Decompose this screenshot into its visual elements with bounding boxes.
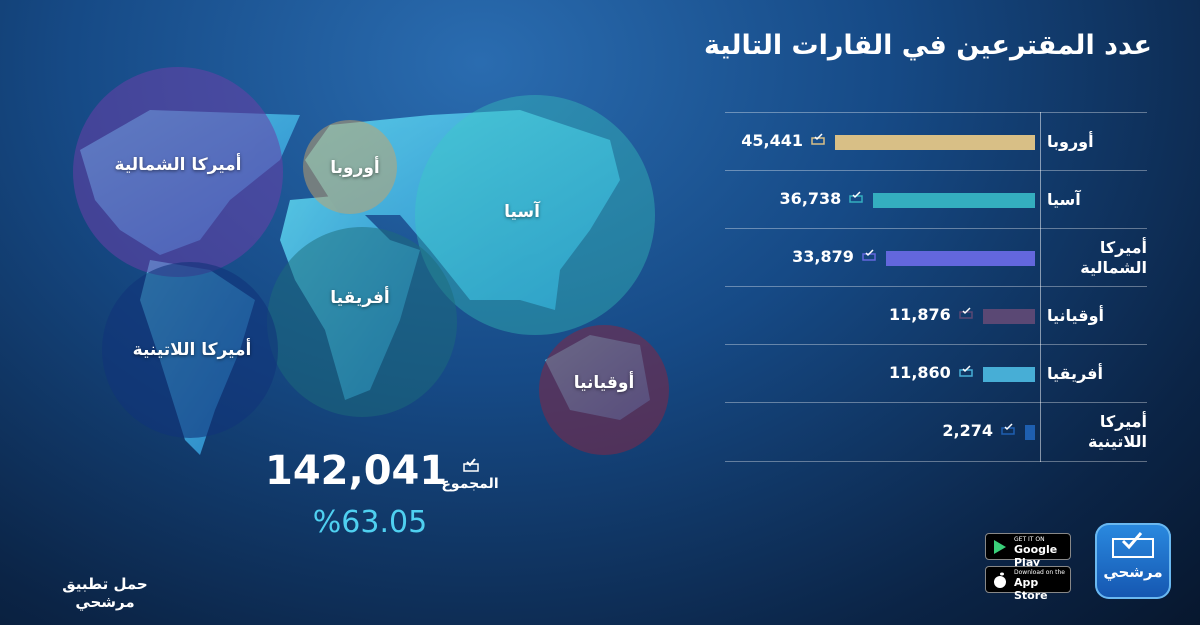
region-circle — [539, 325, 669, 455]
bar-row: أوقيانيا 11,876 — [725, 286, 1147, 345]
region-circle — [303, 120, 397, 214]
region-circle — [267, 227, 457, 417]
ballot-icon — [1001, 423, 1015, 435]
map-label: آسيا — [504, 202, 540, 222]
total-value: 142,041 — [265, 448, 448, 494]
bar — [982, 309, 1035, 324]
badge-small: Download on the — [1014, 569, 1065, 576]
ballot-icon — [811, 133, 825, 145]
app-store-badge[interactable]: Download on the App Store — [985, 566, 1071, 602]
map-label: أميركا اللاتينية — [132, 340, 252, 360]
bar-row: أفريقيا 11,860 — [725, 344, 1147, 403]
value-label: 33,879 — [792, 247, 854, 266]
bar — [835, 135, 1035, 150]
map-label: أوقيانيا — [573, 373, 635, 393]
apple-icon — [994, 572, 1006, 588]
value-label: 45,441 — [741, 131, 803, 150]
badge-small: GET IT ON — [1014, 536, 1045, 543]
value-label: 2,274 — [942, 421, 993, 440]
ballot-icon — [862, 249, 876, 261]
category-label: أوقيانيا — [1047, 306, 1104, 325]
ballot-icon — [958, 307, 973, 319]
region-circle — [102, 262, 278, 438]
map-label: أوروبا — [330, 158, 380, 178]
map-label: أميركا الشمالية — [114, 155, 242, 175]
axis-line — [1040, 112, 1041, 462]
bar-row: أميركا اللاتينية 2,274 — [725, 402, 1147, 462]
logo-box — [1112, 532, 1154, 558]
bar — [873, 193, 1035, 208]
value-label: 11,876 — [888, 305, 951, 324]
value-label: 11,860 — [889, 363, 951, 382]
bar-row: آسيا 36,738 — [725, 170, 1147, 229]
app-name: مرشحي — [1103, 563, 1163, 581]
ballot-icon — [849, 191, 864, 203]
app-logo[interactable]: مرشحي — [1095, 523, 1171, 599]
region-circle — [415, 95, 655, 335]
ballot-icon — [463, 458, 479, 472]
map-label: أفريقيا — [330, 288, 390, 308]
bar — [1024, 425, 1035, 440]
region-circle — [73, 67, 283, 277]
bar-chart: أوروبا 45,441 آسيا 36,738 أميركا الشمالية 33,… — [725, 112, 1147, 462]
bar — [885, 251, 1035, 266]
value-label: 36,738 — [779, 189, 842, 208]
total-percent: %63.05 — [312, 505, 428, 540]
ballot-icon — [959, 365, 973, 377]
category-label: أميركا اللاتينية — [1088, 412, 1147, 451]
map — [73, 67, 669, 455]
badge-big: App Store — [1014, 576, 1048, 602]
bar-row: أميركا الشمالية 33,879 — [725, 228, 1147, 287]
bar-row: أوروبا 45,441 — [725, 112, 1147, 171]
play-icon — [994, 540, 1006, 554]
total-label: المجموع — [441, 476, 499, 492]
category-label: آسيا — [1047, 190, 1081, 209]
chart-title: عدد المقترعين في القارات التالية — [704, 30, 1152, 61]
category-label: أفريقيا — [1047, 364, 1103, 383]
category-label: أوروبا — [1047, 132, 1094, 151]
google-play-badge[interactable]: GET IT ON Google Play — [985, 533, 1071, 569]
category-label: أميركا الشمالية — [1080, 238, 1147, 277]
footer-text: حمل تطبيق مرشحي — [62, 575, 148, 611]
badge-big: Google Play — [1014, 543, 1058, 569]
bar — [982, 367, 1035, 382]
